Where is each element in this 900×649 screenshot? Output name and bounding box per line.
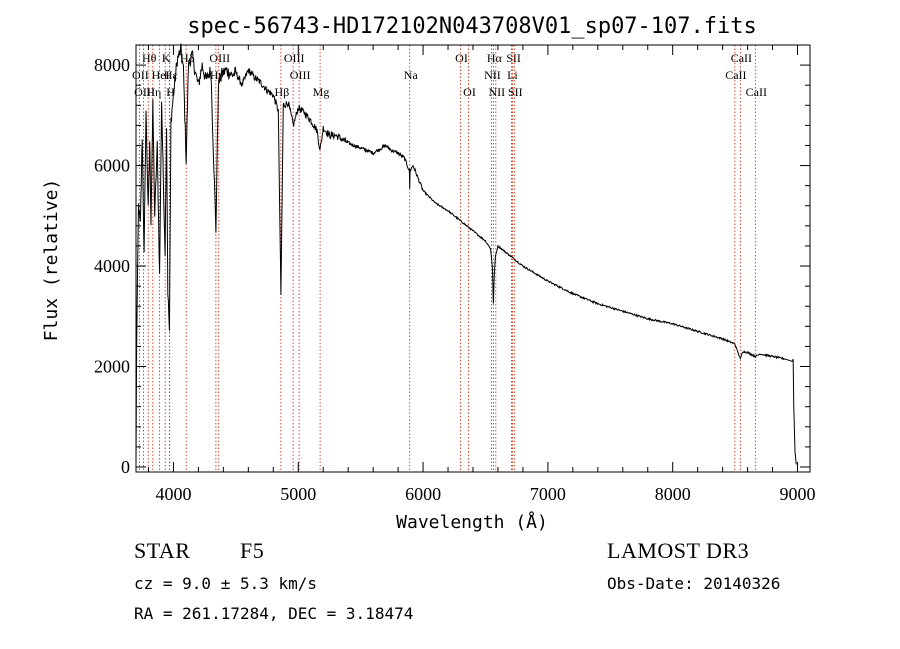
y-tick-label-0: 0 bbox=[121, 457, 130, 477]
x-tick-label-9000: 9000 bbox=[780, 484, 816, 504]
x-tick-label-6000: 6000 bbox=[405, 484, 441, 504]
spectrum-layer bbox=[135, 43, 797, 465]
line-marker-label-11: Hβ bbox=[275, 85, 290, 99]
object-type-label: STAR bbox=[134, 538, 191, 563]
line-marker-label-13: OIII bbox=[290, 68, 311, 82]
line-marker-label-18: Hα bbox=[487, 51, 503, 65]
line-marker-label-4: HeI bbox=[152, 68, 170, 82]
line-marker-label-2: OIII bbox=[134, 85, 155, 99]
axes: 4000 5000 6000 7000 8000 9000 0 2000 4000 6000 800… bbox=[94, 44, 816, 504]
line-marker-label-5: K bbox=[162, 51, 171, 65]
line-marker-label-6: H bbox=[166, 85, 175, 99]
line-marker-label-26: CaII bbox=[746, 85, 767, 99]
chart-title: spec-56743-HD172102N043708V01_sp07-107.f… bbox=[187, 14, 757, 39]
y-axis-title: Flux (relative) bbox=[41, 179, 62, 342]
line-marker-label-23: SII bbox=[508, 85, 523, 99]
y-tick-label-8000: 8000 bbox=[94, 55, 130, 75]
line-marker-label-12: OIII bbox=[284, 51, 305, 65]
line-marker-label-21: SII bbox=[506, 51, 521, 65]
line-marker-label-1: OII bbox=[132, 68, 149, 82]
x-tick-label-7000: 7000 bbox=[530, 484, 566, 504]
coordinates-label: RA = 261.17284, DEC = 3.18474 bbox=[134, 604, 414, 623]
survey-label: LAMOST DR3 bbox=[607, 538, 750, 563]
spectrum-series-line bbox=[135, 43, 797, 465]
line-marker-label-3: Hη bbox=[146, 85, 161, 99]
x-tick-label-5000: 5000 bbox=[280, 484, 316, 504]
redshift-label: cz = 9.0 ± 5.3 km/s bbox=[134, 574, 318, 593]
line-marker-label-15: Na bbox=[404, 68, 419, 82]
x-tick-label-8000: 8000 bbox=[655, 484, 691, 504]
line-marker-label-19: NII bbox=[484, 68, 501, 82]
subclass-label: F5 bbox=[240, 538, 265, 563]
x-axis-title: Wavelength (Å) bbox=[396, 511, 548, 533]
line-marker-label-22: Li bbox=[507, 68, 518, 82]
line-marker-label-25: CaII bbox=[725, 68, 746, 82]
line-marker-label-24: CaII bbox=[731, 51, 752, 65]
line-marker-label-9: OIII bbox=[209, 51, 230, 65]
y-tick-label-4000: 4000 bbox=[94, 256, 130, 276]
line-marker-label-17: OI bbox=[463, 85, 476, 99]
x-tick-label-4000: 4000 bbox=[155, 484, 191, 504]
y-tick-label-2000: 2000 bbox=[94, 357, 130, 377]
line-marker-label-16: OI bbox=[455, 51, 468, 65]
line-marker-label-20: NII bbox=[489, 85, 506, 99]
obs-date-label: Obs-Date: 20140326 bbox=[607, 574, 781, 593]
line-marker-label-14: Mg bbox=[313, 85, 330, 99]
plot-frame bbox=[135, 44, 811, 473]
line-marker-label-7: Hε bbox=[164, 68, 178, 82]
line-marker-label-0: Hθ bbox=[142, 51, 157, 65]
y-tick-label-6000: 6000 bbox=[94, 156, 130, 176]
